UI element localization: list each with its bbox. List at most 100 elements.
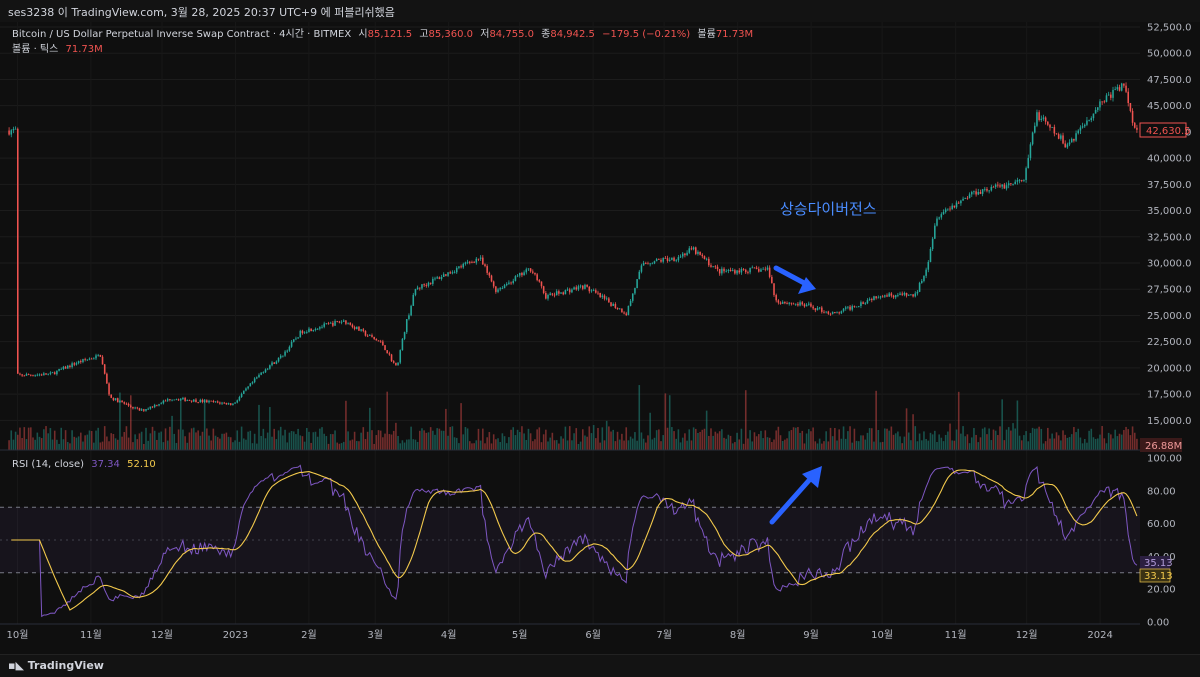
volume-bar <box>221 433 223 450</box>
price-axis[interactable]: 52,500.050,000.047,500.045,000.042,500.0… <box>1147 23 1192 427</box>
volume-bar <box>899 436 901 450</box>
volume-legend-value: 71.73M <box>66 44 103 55</box>
candle-body <box>766 267 769 270</box>
candle-body <box>116 398 119 403</box>
price-axis-bg[interactable] <box>1140 22 1200 632</box>
volume-bar <box>621 433 623 450</box>
candle-body <box>153 404 156 408</box>
candle-body <box>303 332 306 334</box>
volume-bar <box>894 433 897 450</box>
candle-body <box>1094 109 1097 114</box>
candle-body <box>738 270 741 273</box>
candle-body <box>445 274 447 276</box>
candle-body <box>106 373 108 384</box>
candle-body <box>127 403 130 406</box>
volume-bar <box>942 441 945 450</box>
tradingview-logo[interactable]: ▪◣ TradingView <box>8 659 104 672</box>
divergence-arrow-rsi[interactable] <box>769 466 822 525</box>
candle-body <box>471 261 473 263</box>
candle-body <box>184 397 186 401</box>
candle-body <box>503 285 506 289</box>
rsi-legend-label: RSI (14, close) <box>12 459 84 470</box>
candle-body <box>1020 180 1023 181</box>
volume-bar <box>203 399 206 450</box>
chart-svg[interactable]: 52,500.050,000.047,500.045,000.042,500.0… <box>0 22 1200 654</box>
volume-bar <box>1007 427 1010 450</box>
divergence-arrow-price[interactable] <box>773 265 816 294</box>
candle-body <box>143 409 145 411</box>
candle-body <box>794 303 797 305</box>
candle-body <box>427 282 430 286</box>
candle-body <box>436 277 438 279</box>
volume-bar <box>1088 430 1090 450</box>
candle-body <box>625 313 628 315</box>
volume-bar <box>592 425 595 450</box>
volume-bar <box>775 430 777 450</box>
last-volume-label: 26.88M <box>1145 441 1182 452</box>
candle-body <box>764 268 767 270</box>
rsi-legend-ma: 52.10 <box>127 459 156 470</box>
volume-bar <box>273 428 275 450</box>
volume-bar <box>260 435 262 450</box>
candle-body <box>347 322 349 324</box>
volume-bar <box>25 439 28 450</box>
candle-body <box>484 264 486 267</box>
volume-bar <box>595 438 597 450</box>
time-tick-label: 7월 <box>656 629 672 641</box>
volume-bar <box>449 426 452 450</box>
volume-bar <box>90 430 93 450</box>
volume-bar <box>125 426 128 450</box>
candle-body <box>164 400 167 402</box>
volume-bar <box>905 408 908 450</box>
volume-bar <box>731 443 734 450</box>
price-tick-label: 22,500.0 <box>1147 337 1192 348</box>
candle-body <box>455 267 458 273</box>
candle-body <box>566 289 569 291</box>
candlestick-series[interactable] <box>8 82 1138 413</box>
volume-bar <box>119 392 121 450</box>
volume-bar <box>558 443 560 450</box>
volume-bar <box>508 437 510 450</box>
rsi-legend[interactable]: RSI (14, close) 37.34 52.10 <box>12 459 156 470</box>
candle-body <box>227 403 230 405</box>
candle-body <box>36 374 39 376</box>
volume-bar <box>653 437 656 450</box>
candle-body <box>1129 103 1132 111</box>
volume-bar <box>647 435 649 450</box>
candle-body <box>931 238 934 249</box>
rsi-pane[interactable] <box>0 464 1140 618</box>
volume-bar <box>871 428 873 450</box>
candle-body <box>573 287 575 290</box>
candle-body <box>853 306 856 307</box>
volume-bar <box>640 432 643 450</box>
volume-bar <box>890 426 893 450</box>
candle-body <box>955 202 958 208</box>
candle-body <box>649 263 651 265</box>
chart-area[interactable]: 52,500.050,000.047,500.045,000.042,500.0… <box>0 22 1200 654</box>
volume-bar <box>599 442 601 450</box>
volume-bar <box>299 435 302 450</box>
price-legend[interactable]: Bitcoin / US Dollar Perpetual Inverse Sw… <box>12 28 753 55</box>
candle-body <box>221 402 223 404</box>
volume-bar <box>373 443 375 450</box>
time-axis[interactable]: 10월 11월 12월 2023 2월 3월 4월 5월 6월 7월 8월 9월 10월 11월 12월 20… <box>7 629 1113 641</box>
candle-body <box>479 257 482 259</box>
volume-bar <box>408 439 410 450</box>
candle-body <box>518 272 521 276</box>
volume-bar <box>277 430 280 450</box>
candle-body <box>823 311 825 313</box>
volume-bar <box>1044 441 1047 450</box>
candle-body <box>355 326 358 329</box>
candle-body <box>16 128 19 374</box>
volume-bar <box>399 443 402 450</box>
volume-bar <box>1090 428 1093 450</box>
time-tick-label: 8월 <box>730 629 746 641</box>
divergence-annotation[interactable]: 상승다이버전스 <box>780 200 877 218</box>
volume-bar <box>290 431 293 450</box>
volume-bar <box>525 439 528 450</box>
candle-body <box>119 400 121 403</box>
candle-body <box>914 293 917 297</box>
candle-body <box>771 276 773 284</box>
candle-body <box>1042 117 1045 119</box>
volume-bar <box>327 443 330 450</box>
